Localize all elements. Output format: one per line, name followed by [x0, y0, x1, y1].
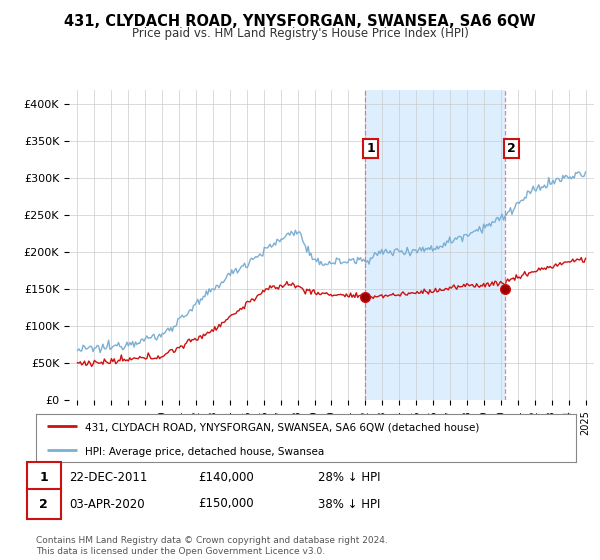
Text: 1: 1	[40, 470, 48, 484]
Text: Price paid vs. HM Land Registry's House Price Index (HPI): Price paid vs. HM Land Registry's House …	[131, 27, 469, 40]
Text: 22-DEC-2011: 22-DEC-2011	[69, 470, 148, 484]
Text: 2: 2	[40, 497, 48, 511]
Text: 38% ↓ HPI: 38% ↓ HPI	[318, 497, 380, 511]
Text: 1: 1	[367, 142, 376, 155]
Bar	[365, 90, 505, 400]
Text: 431, CLYDACH ROAD, YNYSFORGAN, SWANSEA, SA6 6QW (detached house): 431, CLYDACH ROAD, YNYSFORGAN, SWANSEA, …	[85, 423, 479, 433]
Text: £150,000: £150,000	[198, 497, 254, 511]
Text: 431, CLYDACH ROAD, YNYSFORGAN, SWANSEA, SA6 6QW: 431, CLYDACH ROAD, YNYSFORGAN, SWANSEA, …	[64, 14, 536, 29]
Text: 03-APR-2020: 03-APR-2020	[69, 497, 145, 511]
Text: £140,000: £140,000	[198, 470, 254, 484]
Text: Contains HM Land Registry data © Crown copyright and database right 2024.
This d: Contains HM Land Registry data © Crown c…	[36, 536, 388, 556]
Text: HPI: Average price, detached house, Swansea: HPI: Average price, detached house, Swan…	[85, 446, 324, 456]
Text: 28% ↓ HPI: 28% ↓ HPI	[318, 470, 380, 484]
Text: 2: 2	[507, 142, 515, 155]
